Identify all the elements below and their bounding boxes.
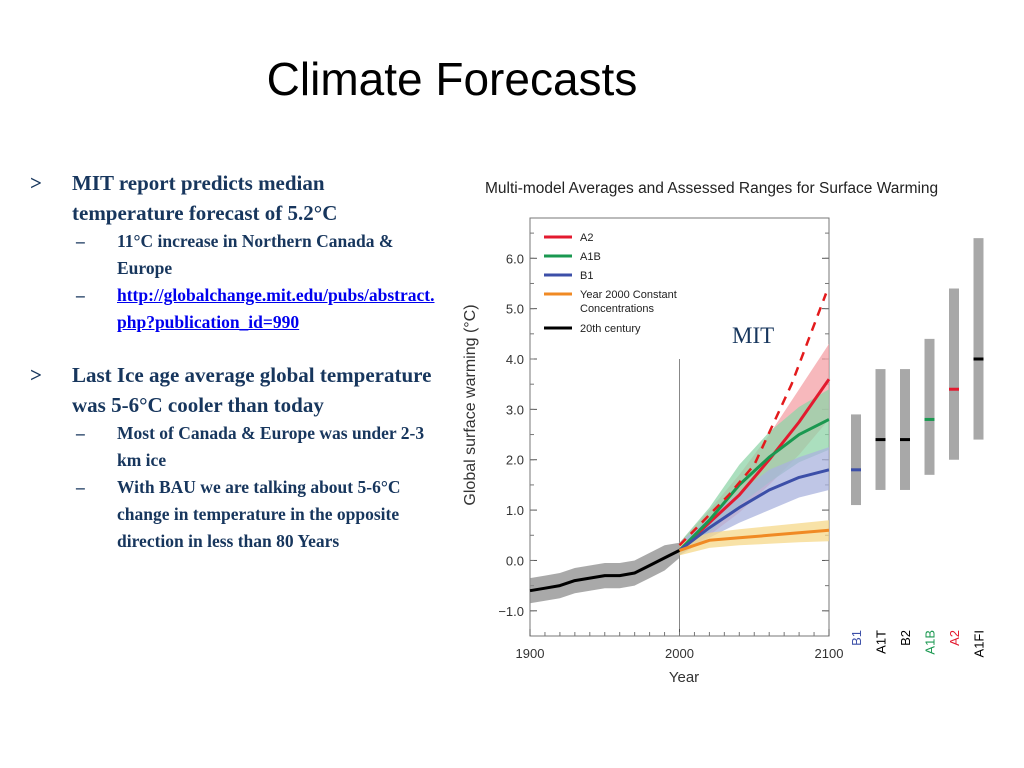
bullet-level2: – 11°C increase in Northern Canada & Eur… bbox=[30, 228, 435, 282]
range-label-a1b: A1B bbox=[923, 630, 938, 655]
range-label-a1fi: A1FI bbox=[972, 630, 987, 657]
bullet-text: MIT report predicts median temperature f… bbox=[72, 171, 338, 225]
legend-label: A2 bbox=[580, 232, 593, 244]
bullet-marker: > bbox=[30, 171, 42, 195]
x-tick-label: 2100 bbox=[815, 646, 844, 661]
series-line-20th-century bbox=[529, 549, 681, 593]
y-tick-label: 2.0 bbox=[506, 453, 524, 468]
x-tick-label: 1900 bbox=[516, 646, 545, 661]
bullet-marker: > bbox=[30, 363, 42, 387]
range-bar-a1fi bbox=[973, 238, 984, 440]
range-bar-b1 bbox=[851, 414, 861, 506]
bullet-marker: – bbox=[76, 477, 85, 497]
series-line-b1 bbox=[678, 468, 830, 552]
mit-report-link[interactable]: http://globalchange.mit.edu/pubs/abstrac… bbox=[117, 285, 435, 332]
annotation-mit: MIT bbox=[732, 323, 774, 348]
y-tick-label: 0.0 bbox=[506, 553, 524, 568]
bullet-text: With BAU we are talking about 5-6°C chan… bbox=[117, 477, 401, 551]
range-bar-a2 bbox=[949, 288, 959, 460]
series-line-mit bbox=[678, 293, 828, 547]
range-bar-b2 bbox=[900, 369, 910, 490]
y-tick-label: 5.0 bbox=[506, 302, 524, 317]
range-label-b2: B2 bbox=[898, 630, 913, 646]
range-label-a1t: A1T bbox=[874, 630, 889, 654]
legend-label: Year 2000 Constant bbox=[580, 289, 677, 301]
band-20th-century bbox=[530, 542, 680, 604]
range-bar-a1b bbox=[924, 338, 935, 475]
x-tick-label: 2000 bbox=[665, 646, 694, 661]
bullet-marker: – bbox=[76, 231, 85, 251]
bullet-text: Most of Canada & Europe was under 2-3 km… bbox=[117, 423, 425, 470]
bullet-text: 11°C increase in Northern Canada & Europ… bbox=[117, 231, 394, 278]
bullet-list: > MIT report predicts median temperature… bbox=[30, 168, 435, 555]
y-tick-label: 4.0 bbox=[506, 352, 524, 367]
bullet-level2: – http://globalchange.mit.edu/pubs/abstr… bbox=[30, 282, 435, 336]
bullet-level1: > MIT report predicts median temperature… bbox=[30, 168, 435, 228]
y-tick-label: 3.0 bbox=[506, 402, 524, 417]
bullet-marker: – bbox=[76, 285, 85, 305]
legend-label: B1 bbox=[580, 270, 593, 282]
band-b1 bbox=[679, 447, 829, 556]
range-label-b1: B1 bbox=[849, 630, 864, 646]
range-label-a2: A2 bbox=[947, 630, 962, 646]
y-axis-label: Global surface warming (°C) bbox=[462, 304, 479, 505]
bullet-level2: – With BAU we are talking about 5-6°C ch… bbox=[30, 474, 435, 555]
legend-label: 20th century bbox=[580, 323, 641, 335]
chart-title: Multi-model Averages and Assessed Ranges… bbox=[485, 180, 938, 197]
y-tick-label: 6.0 bbox=[506, 251, 524, 266]
range-bar-a1t bbox=[875, 369, 886, 490]
surface-warming-chart: Multi-model Averages and Assessed Ranges… bbox=[462, 180, 987, 686]
y-tick-label: 1.0 bbox=[506, 503, 524, 518]
bullet-level2: – Most of Canada & Europe was under 2-3 … bbox=[30, 420, 435, 474]
series-line-a1b bbox=[678, 418, 830, 552]
bullet-level1: > Last Ice age average global temperatur… bbox=[30, 360, 435, 420]
bullet-marker: – bbox=[76, 423, 85, 443]
y-tick-label: −1.0 bbox=[498, 604, 524, 619]
legend-label: A1B bbox=[580, 251, 601, 263]
legend-label: Concentrations bbox=[580, 303, 654, 315]
x-axis-label: Year bbox=[669, 669, 699, 686]
slide-title: Climate Forecasts bbox=[266, 53, 638, 105]
bullet-text: Last Ice age average global temperature … bbox=[72, 363, 432, 417]
series-line-year-2000-constant-concentrations bbox=[679, 528, 830, 552]
